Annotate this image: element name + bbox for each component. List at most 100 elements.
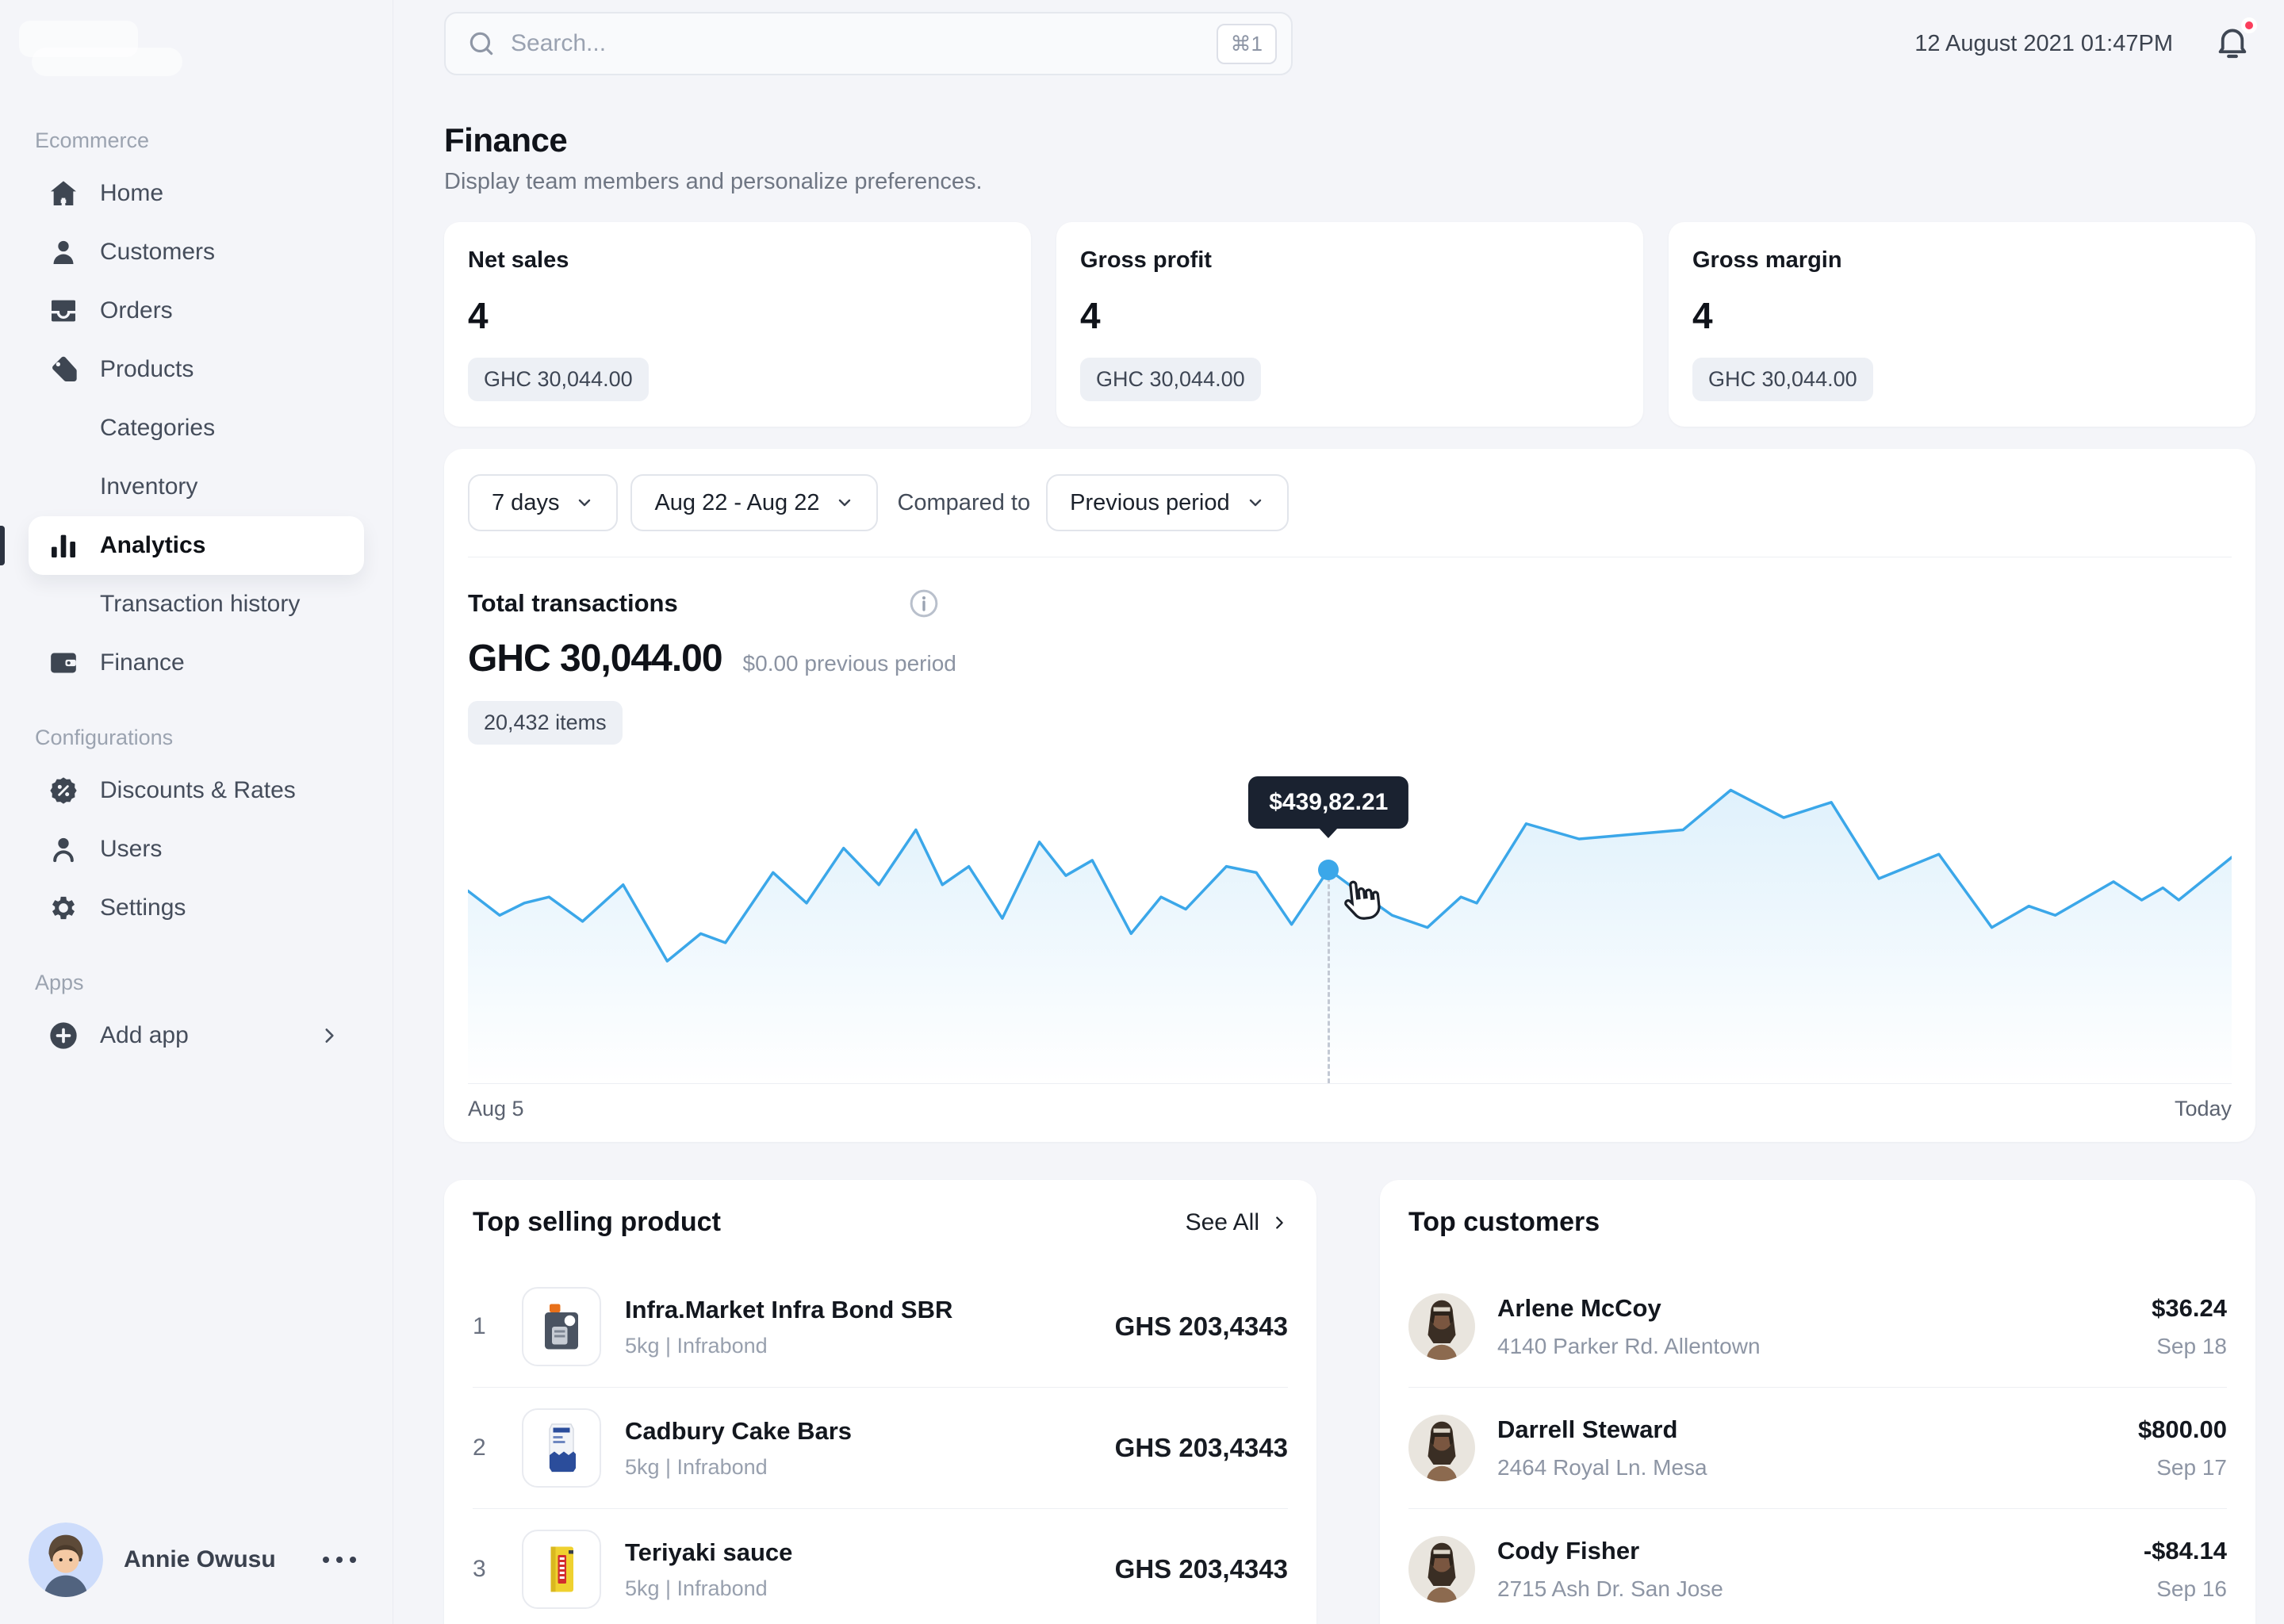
customer-info: Cody Fisher 2715 Ash Dr. San Jose <box>1497 1537 1723 1602</box>
date-range-value: Aug 22 - Aug 22 <box>654 489 820 515</box>
sidebar-item-users[interactable]: Users <box>29 820 364 879</box>
stat-label: Gross profit <box>1080 247 1212 273</box>
chart-line <box>468 790 2232 961</box>
avatar <box>1408 1415 1475 1481</box>
inbox-icon <box>52 300 75 322</box>
sidebar-item-transaction-history[interactable]: Transaction history <box>29 575 364 634</box>
search-input[interactable] <box>511 30 1202 57</box>
sidebar-item-finance[interactable]: Finance <box>29 634 364 692</box>
product-price: GHS 203,4343 <box>1114 1554 1288 1584</box>
datetime-label: 12 August 2021 01:47PM <box>1914 30 2173 56</box>
person-icon <box>53 837 74 863</box>
home-icon <box>51 181 76 205</box>
stat-value: 4 <box>1692 295 1713 336</box>
sidebar-item-label: Add app <box>100 1022 189 1048</box>
sidebar-item-products[interactable]: Products <box>29 340 364 399</box>
date-range-dropdown[interactable]: Aug 22 - Aug 22 <box>630 474 879 531</box>
search-bar[interactable]: ⌘1 <box>444 12 1293 75</box>
customer-amount: $800.00 <box>2137 1415 2227 1443</box>
avatar <box>1408 1293 1475 1360</box>
analytics-panel: 7 days Aug 22 - Aug 22 Compared to Previ… <box>444 449 2255 1142</box>
sidebar-item-home[interactable]: Home <box>29 164 364 223</box>
customer-name: Arlene McCoy <box>1497 1294 1661 1322</box>
x-axis-end-label: Today <box>2174 1097 2232 1120</box>
sidebar-item-label: Transaction history <box>100 591 301 617</box>
list-item[interactable]: Cody Fisher 2715 Ash Dr. San Jose -$84.1… <box>1408 1508 2227 1624</box>
period-value: 7 days <box>492 489 560 515</box>
sidebar-section-apps: Apps <box>35 971 84 994</box>
customer-info: Arlene McCoy 4140 Parker Rd. Allentown <box>1497 1294 1761 1359</box>
sidebar-item-add-app[interactable]: Add app <box>29 1006 364 1065</box>
topbar: ⌘1 12 August 2021 01:47PM <box>444 12 2257 75</box>
user-menu-ellipsis-icon[interactable] <box>315 1549 364 1571</box>
sidebar-item-inventory[interactable]: Inventory <box>29 458 364 516</box>
sidebar-item-label: Analytics <box>100 532 206 558</box>
page-title: Finance <box>444 121 568 159</box>
chevron-down-icon <box>1249 499 1261 507</box>
card-title: Top customers <box>1408 1207 1600 1237</box>
stat-card-net-sales: Net sales 4 GHC 30,044.00 <box>444 222 1031 427</box>
stat-label: Gross margin <box>1692 247 1842 273</box>
see-all-link[interactable]: See All <box>1186 1209 1288 1236</box>
table-row[interactable]: 2 Cadbury Cake Bars 5kg | Infrabond GHS … <box>473 1387 1288 1508</box>
product-name: Teriyaki sauce <box>625 1538 793 1566</box>
stat-value: 4 <box>1080 295 1101 336</box>
sidebar-user[interactable]: Annie Owusu <box>29 1522 364 1597</box>
sidebar-item-label: Finance <box>100 649 185 676</box>
product-variant: 5kg | Infrabond <box>625 1454 768 1479</box>
customer-right: $800.00 Sep 17 <box>2138 1415 2227 1480</box>
stat-badge: GHC 30,044.00 <box>468 358 649 401</box>
yellow-sack-product-image <box>550 1546 573 1592</box>
sidebar: Ecommerce Home Customers Orders Products… <box>0 0 393 1624</box>
transactions-amount-row: GHC 30,044.00 $0.00 previous period <box>468 637 2232 680</box>
table-row[interactable]: 3 Teriyaki sauce 5kg | Infrabond GHS 203… <box>473 1508 1288 1624</box>
sidebar-item-analytics[interactable]: Analytics <box>0 516 364 575</box>
sidebar-section-configurations: Configurations <box>35 726 174 749</box>
table-row[interactable]: 1 Infra.Market Infra Bond SBR 5kg | Infr… <box>473 1266 1288 1387</box>
tag-icon <box>52 356 77 381</box>
stat-value: 4 <box>468 295 489 336</box>
filters-row: 7 days Aug 22 - Aug 22 Compared to Previ… <box>468 474 2232 531</box>
notifications-button[interactable] <box>2209 17 2257 69</box>
product-thumbnail <box>522 1408 601 1488</box>
sidebar-section-ecommerce: Ecommerce <box>35 128 150 152</box>
customer-address: 2464 Royal Ln. Mesa <box>1497 1455 1707 1480</box>
period-dropdown[interactable]: 7 days <box>468 474 619 531</box>
product-rank: 1 <box>473 1313 486 1339</box>
sidebar-item-orders[interactable]: Orders <box>29 282 364 340</box>
info-icon[interactable] <box>908 588 940 619</box>
stat-badge: GHC 30,044.00 <box>1692 358 1873 401</box>
product-rank: 3 <box>473 1556 486 1582</box>
compare-dropdown[interactable]: Previous period <box>1046 474 1289 531</box>
customer-info: Darrell Steward 2464 Royal Ln. Mesa <box>1497 1415 1707 1480</box>
sack-product-image <box>549 1423 576 1473</box>
transactions-chart[interactable]: $439,82.21 <box>468 776 2232 1084</box>
stat-cards: Net sales 4 GHC 30,044.00 Gross profit 4… <box>444 222 2255 427</box>
customer-amount: $36.24 <box>2152 1294 2227 1322</box>
avatar <box>29 1522 103 1597</box>
product-info: Cadbury Cake Bars 5kg | Infrabond <box>625 1417 852 1480</box>
product-info: Infra.Market Infra Bond SBR 5kg | Infrab… <box>625 1296 952 1358</box>
sidebar-item-categories[interactable]: Categories <box>29 399 364 458</box>
customer-right: $36.24 Sep 18 <box>2152 1294 2227 1359</box>
list-item[interactable]: Arlene McCoy 4140 Parker Rd. Allentown $… <box>1408 1266 2227 1387</box>
wallet-icon <box>51 653 76 673</box>
product-thumbnail <box>522 1287 601 1366</box>
sidebar-item-label: Discounts & Rates <box>100 777 296 803</box>
sidebar-item-label: Products <box>100 356 194 382</box>
stat-card-gross-margin: Gross margin 4 GHC 30,044.00 <box>1669 222 2255 427</box>
chart-x-axis: Aug 5 Today <box>468 1097 2232 1121</box>
bottom-cards: Top selling product See All 1 Infra.Mark… <box>444 1180 2255 1624</box>
list-item[interactable]: Darrell Steward 2464 Royal Ln. Mesa $800… <box>1408 1387 2227 1508</box>
customer-date: Sep 17 <box>2156 1455 2227 1480</box>
chart-point-marker <box>1318 859 1339 880</box>
sidebar-item-settings[interactable]: Settings <box>29 879 364 937</box>
product-name: Infra.Market Infra Bond SBR <box>625 1295 953 1323</box>
page-subtitle: Display team members and personalize pre… <box>444 169 983 194</box>
chevron-down-icon <box>579 499 591 507</box>
product-rank: 2 <box>473 1434 486 1461</box>
badge-percent-icon <box>50 777 77 804</box>
sidebar-item-discounts-rates[interactable]: Discounts & Rates <box>29 761 364 820</box>
sidebar-item-customers[interactable]: Customers <box>29 223 364 282</box>
sidebar-item-label: Orders <box>100 297 173 324</box>
